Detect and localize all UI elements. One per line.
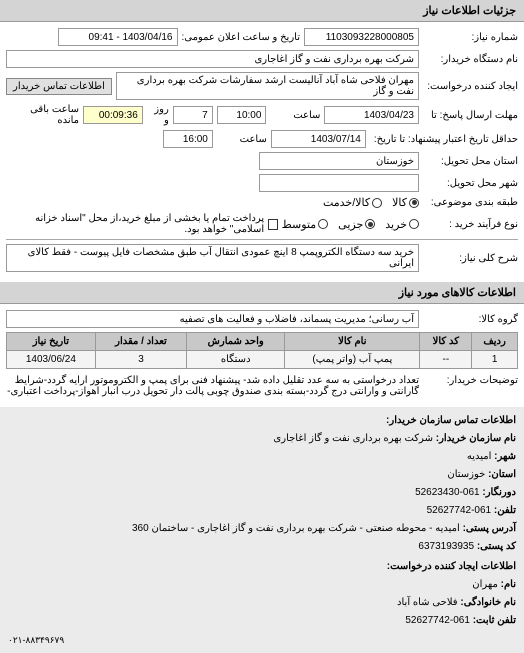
contact-section-header: اطلاعات تماس سازمان خریدار:	[8, 413, 516, 429]
remaining-label: ساعت باقی مانده	[6, 104, 79, 126]
delivery-city-label: شهر محل تحویل:	[423, 178, 518, 189]
radio-kharid-label: خرید	[385, 218, 407, 231]
col-row: ردیف	[472, 333, 518, 351]
creator-family: فلاحی شاه آباد	[397, 597, 458, 608]
time-label-2: ساعت	[217, 134, 267, 145]
purchase-radio-group: خرید جزیی متوسط	[282, 218, 419, 231]
goods-table: ردیف کد کالا نام کالا واحد شمارش تعداد /…	[6, 332, 518, 369]
buyer-label: نام دستگاه خریدار:	[423, 54, 518, 65]
remaining-time-field: 00:09:36	[83, 106, 143, 124]
fax-value: 061-52623430	[415, 487, 480, 498]
day-label: روز و	[147, 104, 169, 126]
address-label: آدرس پستی:	[463, 523, 516, 534]
creator-family-label: نام خانوادگی:	[460, 597, 516, 608]
state-value: خوزستان	[447, 469, 485, 480]
response-date-field: 1403/04/23	[324, 106, 419, 124]
response-deadline-label: مهلت ارسال پاسخ: تا	[423, 110, 518, 121]
cell-date: 1403/06/24	[7, 351, 96, 369]
org-name-label: نام سازمان خریدار:	[436, 433, 516, 444]
radio-jozi-label: جزیی	[338, 218, 363, 231]
payment-checkbox[interactable]	[268, 219, 277, 230]
packaging-radio-group: کالا کالا/خدمت	[323, 196, 419, 209]
contact-info-block: اطلاعات تماس سازمان خریدار: نام سازمان خ…	[0, 407, 524, 653]
requester-label: ایجاد کننده درخواست:	[423, 81, 518, 92]
state-label: استان:	[488, 469, 516, 480]
packaging-label: طبقه بندی موضوعی:	[423, 197, 518, 208]
delivery-city-field	[259, 174, 419, 192]
time-label-1: ساعت	[270, 110, 320, 121]
table-header-row: ردیف کد کالا نام کالا واحد شمارش تعداد /…	[7, 333, 518, 351]
cell-unit: دستگاه	[187, 351, 285, 369]
col-unit: واحد شمارش	[187, 333, 285, 351]
need-title-label: شرح کلی نیاز:	[423, 253, 518, 264]
radio-jozi[interactable]	[365, 219, 375, 229]
delivery-state-label: استان محل تحویل:	[423, 156, 518, 167]
days-left-field: 7	[173, 106, 213, 124]
phone-label: تلفن:	[494, 505, 516, 516]
goods-section: گروه کالا: آب رسانی؛ مدیریت پسماند، فاضل…	[0, 304, 524, 407]
phone-value: 061-52627742	[427, 505, 492, 516]
col-name: نام کالا	[285, 333, 420, 351]
radio-motavaset[interactable]	[318, 219, 328, 229]
request-number-field: 1103093228000805	[304, 28, 419, 46]
cell-name: پمپ آب (واتر پمپ)	[285, 351, 420, 369]
cell-row: 1	[472, 351, 518, 369]
request-number-label: شماره نیاز:	[423, 32, 518, 43]
creator-name: مهران	[472, 579, 498, 590]
purchase-type-label: نوع فرآیند خرید :	[423, 219, 518, 230]
page-title: جزئیات اطلاعات نیاز	[0, 0, 524, 22]
group-label: گروه کالا:	[423, 314, 518, 325]
cell-qty: 3	[95, 351, 186, 369]
requester-field: مهران فلاحی شاه آباد آنالیست ارشد سفارشا…	[116, 72, 419, 100]
radio-motavaset-label: متوسط	[282, 218, 317, 231]
validity-time-field: 16:00	[163, 130, 213, 148]
group-field: آب رسانی؛ مدیریت پسماند، فاضلاب و فعالیت…	[6, 310, 419, 328]
radio-kala[interactable]	[409, 198, 419, 208]
fax-label: دورنگار:	[482, 487, 516, 498]
cell-code: --	[420, 351, 472, 369]
radio-kala-khidmat-label: کالا/خدمت	[323, 196, 370, 209]
response-time-field: 10:00	[217, 106, 267, 124]
payment-note: پرداخت تمام یا بخشی از مبلغ خرید،از محل …	[6, 213, 264, 235]
need-info-section: شماره نیاز: 1103093228000805 تاریخ و ساع…	[0, 22, 524, 282]
contact-info-button[interactable]: اطلاعات تماس خریدار	[6, 78, 112, 95]
radio-kala-khidmat[interactable]	[372, 198, 382, 208]
creator-name-label: نام:	[501, 579, 516, 590]
table-row: 1 -- پمپ آب (واتر پمپ) دستگاه 3 1403/06/…	[7, 351, 518, 369]
validity-label: حداقل تاریخ اعتبار پیشنهاد: تا تاریخ:	[370, 134, 518, 145]
radio-kala-label: کالا	[392, 196, 407, 209]
creator-phone: 061-52627742	[405, 615, 470, 626]
col-code: کد کالا	[420, 333, 472, 351]
footer-ref: ۰۲۱-۸۸۳۴۹۶۷۹	[8, 633, 516, 647]
address-value: امیدیه - محوطه صنعتی - شرکت بهره برداری …	[132, 523, 460, 534]
city-label: شهر:	[494, 451, 516, 462]
col-date: تاریخ نیاز	[7, 333, 96, 351]
buyer-note-label: توضیحات خریدار:	[423, 375, 518, 386]
need-title-field: خرید سه دستگاه الکتروپمپ 8 اینچ عمودی ان…	[6, 244, 419, 272]
radio-kharid[interactable]	[409, 219, 419, 229]
announce-date-label: تاریخ و ساعت اعلان عمومی:	[182, 32, 301, 43]
city-value: امیدیه	[467, 451, 492, 462]
announce-date-field: 1403/04/16 - 09:41	[58, 28, 178, 46]
org-name: شرکت بهره برداری نفت و گاز اغاجاری	[273, 433, 433, 444]
col-qty: تعداد / مقدار	[95, 333, 186, 351]
buyer-note: تعداد درخواستی به سه عدد تقلیل داده شد- …	[6, 375, 419, 397]
postal-label: کد پستی:	[477, 541, 516, 552]
postal-value: 6373193935	[418, 541, 474, 552]
validity-date-field: 1403/07/14	[271, 130, 366, 148]
delivery-state-field: خوزستان	[259, 152, 419, 170]
goods-section-header: اطلاعات کالاهای مورد نیاز	[0, 282, 524, 304]
buyer-field: شرکت بهره برداری نفت و گاز اغاجاری	[6, 50, 419, 68]
creator-phone-label: تلفن ثابت:	[473, 615, 516, 626]
creator-header: اطلاعات ایجاد کننده درخواست:	[8, 559, 516, 575]
